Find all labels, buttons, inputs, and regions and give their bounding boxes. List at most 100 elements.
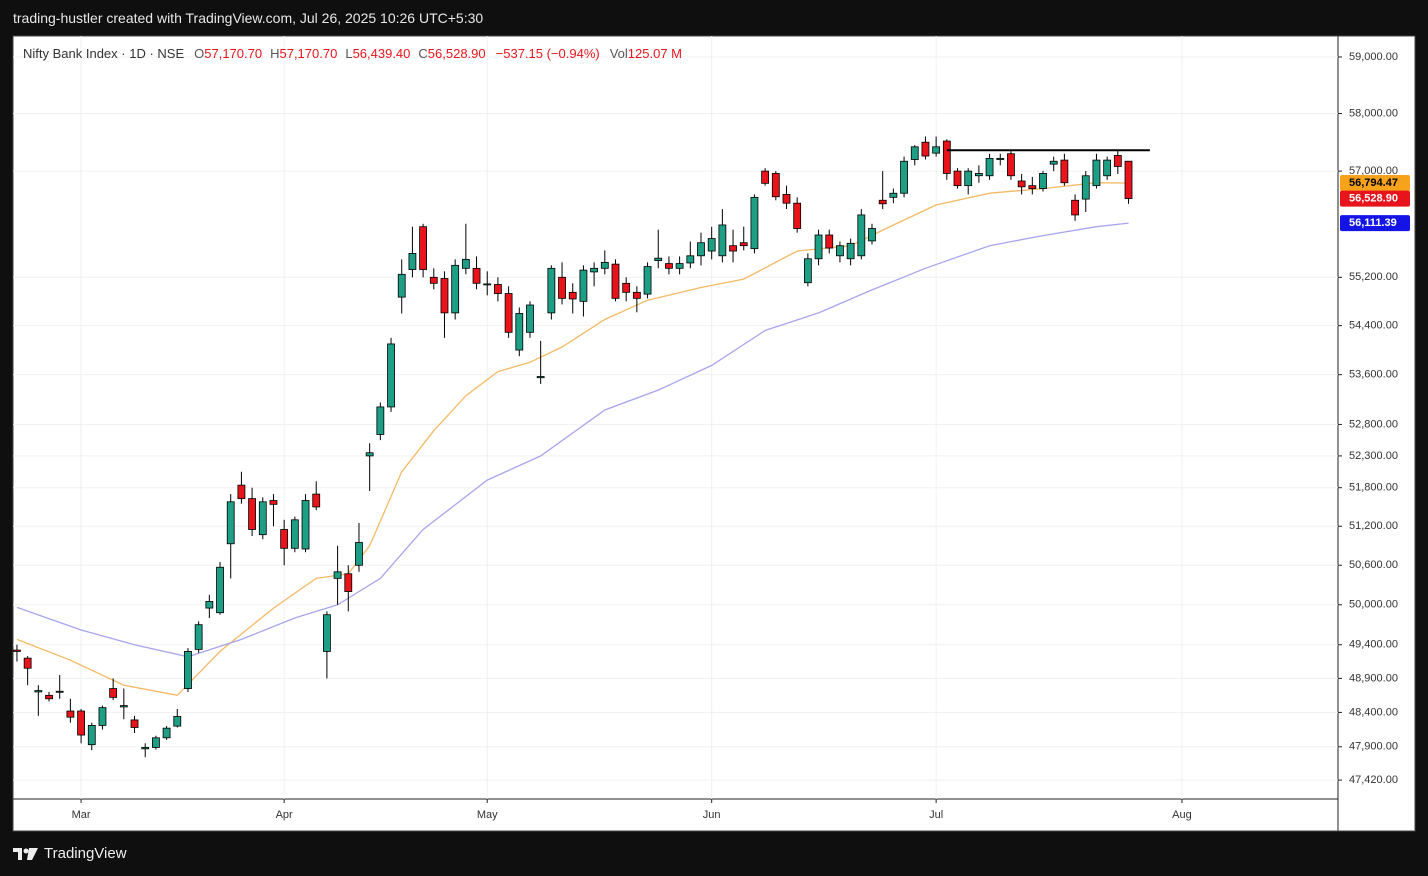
candle-body bbox=[611, 263, 620, 299]
candle-body bbox=[600, 261, 609, 269]
y-tick-label: 51,800.00 bbox=[1349, 482, 1398, 494]
candle-body bbox=[397, 273, 406, 298]
candle-body bbox=[697, 242, 705, 257]
ohlc-item: C56,528.90 bbox=[418, 46, 485, 61]
candle-body bbox=[387, 343, 395, 408]
candle-body bbox=[536, 376, 545, 379]
x-tick-label: Mar bbox=[72, 809, 91, 821]
candle-body bbox=[910, 146, 919, 160]
candle-body bbox=[1017, 180, 1026, 188]
candle-body bbox=[718, 224, 727, 257]
header: trading-hustler created with TradingView… bbox=[13, 10, 484, 26]
candle-body bbox=[996, 157, 1005, 160]
candle-body bbox=[814, 234, 823, 260]
vol-key: Vol bbox=[609, 46, 628, 61]
ohlc-key: L bbox=[345, 46, 353, 61]
candle-body bbox=[846, 242, 855, 260]
y-tick-label: 49,400.00 bbox=[1349, 639, 1398, 651]
candle-body bbox=[151, 737, 160, 748]
price-label-box bbox=[1340, 190, 1410, 207]
candle-body bbox=[654, 257, 663, 261]
y-tick-label: 52,800.00 bbox=[1349, 418, 1398, 430]
candle-body bbox=[301, 500, 310, 550]
candle-body bbox=[109, 688, 118, 698]
logo bbox=[13, 847, 38, 860]
candle-body bbox=[515, 313, 524, 351]
candle-body bbox=[632, 291, 641, 299]
candle-body bbox=[761, 170, 770, 184]
candle-body bbox=[194, 624, 203, 650]
ohlc-item: L56,439.40 bbox=[345, 46, 410, 61]
candle-body bbox=[130, 719, 139, 728]
footer: TradingView bbox=[13, 845, 127, 862]
candle-body bbox=[312, 493, 321, 508]
ohlc-item: H57,170.70 bbox=[270, 46, 337, 61]
candle-body bbox=[590, 267, 599, 273]
y-tick-label: 52,300.00 bbox=[1349, 450, 1398, 462]
candle-body bbox=[66, 710, 75, 718]
vol-value: 125.07 M bbox=[627, 46, 682, 61]
candle-body bbox=[248, 498, 256, 530]
candle-body bbox=[13, 649, 21, 652]
panel bbox=[13, 36, 1415, 831]
candle-body bbox=[23, 657, 32, 669]
y-tick-label: 47,420.00 bbox=[1349, 774, 1398, 786]
candle-body bbox=[932, 146, 941, 154]
candle-body bbox=[429, 276, 438, 284]
candle-body bbox=[729, 245, 737, 252]
candle-body bbox=[793, 202, 802, 229]
x-tick-label: Jun bbox=[703, 809, 721, 821]
candle-body bbox=[355, 542, 363, 566]
candle-body bbox=[974, 173, 983, 177]
candle-body bbox=[739, 242, 748, 247]
x-tick-label: Apr bbox=[276, 809, 293, 821]
candle-body bbox=[216, 566, 224, 614]
candle-body bbox=[900, 160, 908, 194]
y-tick-label: 48,900.00 bbox=[1349, 672, 1398, 684]
candle-body bbox=[771, 173, 780, 198]
ohlc-key: C bbox=[418, 46, 428, 61]
candle-body bbox=[942, 140, 951, 174]
ohlc-value: 56,439.40 bbox=[352, 46, 411, 61]
candle-body bbox=[985, 157, 994, 177]
symbol: Nifty Bank Index · 1D · NSE bbox=[23, 46, 185, 61]
candle-body bbox=[1113, 155, 1122, 167]
price-label: 56,528.90 bbox=[1349, 192, 1398, 204]
ohlc-key: O bbox=[194, 46, 205, 61]
candle-body bbox=[825, 234, 834, 249]
candle-body bbox=[643, 266, 652, 295]
candle-body bbox=[451, 264, 460, 314]
candle-body bbox=[1060, 159, 1069, 184]
candle-body bbox=[419, 226, 428, 270]
candle-body bbox=[472, 267, 481, 284]
candle-body bbox=[408, 253, 417, 270]
candle-body bbox=[803, 258, 812, 284]
candle-body bbox=[119, 705, 128, 708]
candle-body bbox=[55, 690, 64, 693]
candle-body bbox=[675, 263, 684, 269]
candle-body bbox=[205, 601, 214, 609]
y-tick-label: 58,000.00 bbox=[1349, 107, 1398, 119]
ma-line bbox=[16, 182, 1129, 697]
y-tick-label: 59,000.00 bbox=[1349, 51, 1398, 63]
x-tick-label: Aug bbox=[1172, 809, 1192, 821]
candle-body bbox=[77, 710, 85, 736]
candle-body bbox=[344, 573, 353, 592]
ohlc-item: O57,170.70 bbox=[194, 46, 262, 61]
candle-body bbox=[878, 199, 887, 205]
candle-body bbox=[964, 170, 973, 187]
price-label-box bbox=[1340, 215, 1410, 232]
y-tick-label: 54,400.00 bbox=[1349, 320, 1398, 332]
candle-body bbox=[622, 282, 631, 293]
candle-body bbox=[280, 529, 289, 549]
ohlc-value: 56,528.90 bbox=[427, 46, 486, 61]
candle-body bbox=[237, 484, 246, 499]
candle-body bbox=[836, 245, 844, 257]
candle-body bbox=[483, 283, 492, 286]
candle-body bbox=[162, 727, 171, 739]
candle-body bbox=[1103, 159, 1112, 177]
y-tick-label: 48,400.00 bbox=[1349, 706, 1398, 718]
y-tick-label: 53,600.00 bbox=[1349, 369, 1398, 381]
price-label-box bbox=[1340, 175, 1410, 192]
candle-body bbox=[258, 501, 267, 536]
